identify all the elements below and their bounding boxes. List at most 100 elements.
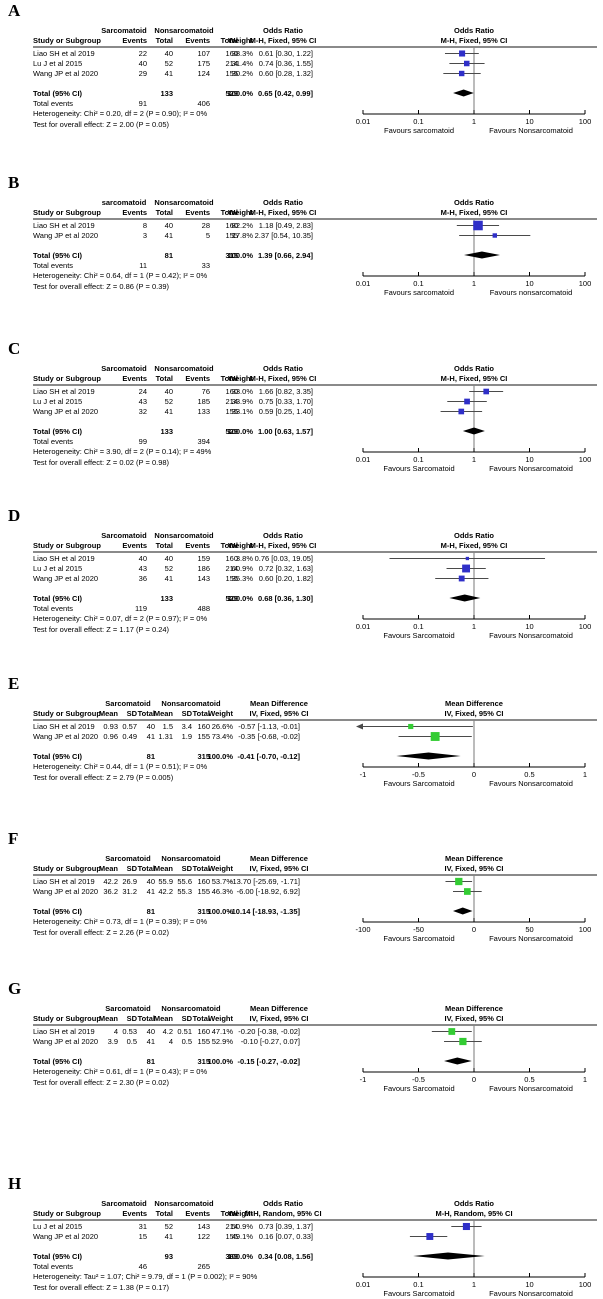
study-column-header: Study or Subgroup — [33, 541, 101, 550]
ci-text: -0.35 [-0.68, -0.02] — [238, 732, 300, 741]
study-marker — [458, 408, 465, 415]
cell-value: 1.5 — [162, 722, 173, 731]
axis-tick-label: 0.01 — [355, 278, 371, 288]
plot-canvas — [362, 552, 586, 620]
cell-value: 52 — [164, 59, 173, 68]
cell-value: 0.96 — [103, 732, 118, 741]
study-marker — [448, 1028, 456, 1035]
column-header-sd: SD — [126, 864, 137, 873]
total-weight: 100.0% — [227, 251, 253, 260]
favours-left-label: Favours Sarcomatoid — [383, 934, 455, 943]
column-header-total: Total — [220, 208, 238, 217]
cell-value: 41 — [146, 887, 155, 896]
study-marker — [464, 398, 470, 405]
group2-header: Nonsarcomatoid — [154, 1199, 214, 1208]
axis-tick-label: 0.5 — [524, 1074, 535, 1084]
heterogeneity-text: Heterogeneity: Chi² = 0.64, df = 1 (P = … — [33, 271, 208, 280]
cell-value: 41 — [164, 231, 173, 240]
axis-tick-label: -0.5 — [412, 769, 425, 779]
total-ci-text: 0.68 [0.36, 1.30] — [257, 594, 313, 603]
total-events-label: Total events — [33, 261, 74, 270]
study-name: Liao SH et al 2019 — [33, 722, 95, 731]
forest-panel-G: G Sarcomatoid Nonsarcomatoid Mean Differenc… — [0, 980, 603, 1120]
effect-title-table: Mean Difference — [250, 854, 308, 863]
total-group2-n: 529 — [225, 594, 238, 603]
total-row-label: Total (95% CI) — [33, 907, 83, 916]
axis-tick-label: 10 — [525, 621, 534, 631]
total-weight: 100.0% — [207, 907, 233, 916]
cell-value: 3 — [142, 231, 147, 240]
column-header-total: Total — [192, 1014, 210, 1023]
column-header-sd: SD — [126, 1014, 137, 1023]
column-header-sd: SD — [181, 864, 192, 873]
cell-value: 33.1% — [231, 407, 253, 416]
total-events-group2: 33 — [201, 261, 210, 270]
forest-panel-C: C Sarcomatoid Nonsarcomatoid Odds Ratio Stud… — [0, 340, 603, 480]
forest-panel-H: H Sarcomatoid Nonsarcomatoid Odds Ratio Stud… — [0, 1175, 603, 1299]
column-header-total: Total — [220, 541, 238, 550]
column-header-total: Total — [220, 36, 238, 45]
cell-value: 160 — [225, 49, 238, 58]
axis-tick-label: 1 — [471, 621, 477, 631]
ci-text: 0.16 [0.07, 0.33] — [258, 1232, 313, 1241]
study-column-header: Study or Subgroup — [33, 709, 101, 718]
favours-left-label: Favours sarcomatoid — [383, 126, 455, 135]
column-header-mean: Mean — [98, 709, 118, 718]
cell-value: 1.31 — [158, 732, 173, 741]
cell-value: 160 — [225, 221, 238, 230]
cell-value: 40 — [164, 554, 173, 563]
effect-method-plot: M-H, Fixed, 95% CI — [440, 36, 508, 45]
axis-tick-label: -50 — [413, 924, 424, 934]
cell-value: 155 — [197, 1037, 210, 1046]
total-events-group2: 265 — [197, 1262, 210, 1271]
total-events-group1: 46 — [138, 1262, 147, 1271]
total-row-label: Total (95% CI) — [33, 1252, 83, 1261]
column-header-weight: Weight — [228, 374, 253, 383]
overall-effect-text: Test for overall effect: Z = 2.00 (P = 0… — [33, 120, 170, 129]
favours-left-label: Favours Sarcomatoid — [383, 1084, 455, 1093]
total-weight: 100.0% — [227, 1252, 253, 1261]
cell-value: 26.6% — [211, 722, 233, 731]
column-header-total: Total — [155, 374, 173, 383]
column-header-mean: Mean — [153, 709, 173, 718]
effect-method-plot: M-H, Fixed, 95% CI — [440, 374, 508, 383]
favours-right-label: Favours Nonsarcomatoid — [489, 1084, 573, 1093]
axis-tick-label: 0 — [471, 924, 477, 934]
column-header-events: Events — [122, 541, 147, 550]
effect-title-table: Odds Ratio — [262, 364, 303, 373]
cell-value: 214 — [225, 1222, 238, 1231]
cell-value: 29 — [138, 69, 147, 78]
cell-value: 155 — [197, 887, 210, 896]
axis-tick-label: 100 — [578, 278, 592, 288]
study-name: Wang JP et al 2020 — [33, 887, 99, 896]
ci-text: -0.20 [-0.38, -0.02] — [238, 1027, 300, 1036]
ci-text: 2.37 [0.54, 10.35] — [254, 231, 313, 240]
overall-effect-text: Test for overall effect: Z = 2.30 (P = 0… — [33, 1078, 170, 1087]
favours-right-label: Favours Nonsarcomatoid — [489, 464, 573, 473]
group2-header: Nonsarcomatoid — [154, 531, 214, 540]
plot-canvas — [362, 1025, 586, 1073]
cell-value: 0.51 — [177, 1027, 192, 1036]
total-events-label: Total events — [33, 604, 74, 613]
column-header-events: Events — [185, 541, 210, 550]
axis-tick-label: 10 — [525, 116, 534, 126]
study-marker — [458, 70, 465, 77]
ci-text: 0.76 [0.03, 19.05] — [254, 554, 313, 563]
ci-text: 0.60 [0.20, 1.82] — [258, 574, 313, 583]
total-group1-n: 133 — [160, 594, 173, 603]
forest-panel-E: E Sarcomatoid Nonsarcomatoid Mean Differenc… — [0, 675, 603, 815]
total-group1-n: 81 — [164, 251, 173, 260]
column-header-total: Total — [220, 1209, 238, 1218]
heterogeneity-text: Heterogeneity: Tau² = 1.07; Chi² = 9.79,… — [33, 1272, 258, 1281]
axis-tick-label: 1 — [471, 278, 477, 288]
overall-effect-text: Test for overall effect: Z = 0.02 (P = 0… — [33, 458, 170, 467]
cell-value: 31.4% — [231, 59, 253, 68]
total-ci-text: 1.00 [0.63, 1.57] — [257, 427, 313, 436]
axis-tick-label: 0.1 — [413, 116, 424, 126]
total-weight: 100.0% — [227, 89, 253, 98]
heterogeneity-text: Heterogeneity: Chi² = 0.07, df = 2 (P = … — [33, 614, 208, 623]
total-ci-text: -0.41 [-0.70, -0.12] — [237, 752, 300, 761]
cell-value: 160 — [225, 554, 238, 563]
study-name: Liao SH et al 2019 — [33, 221, 95, 230]
